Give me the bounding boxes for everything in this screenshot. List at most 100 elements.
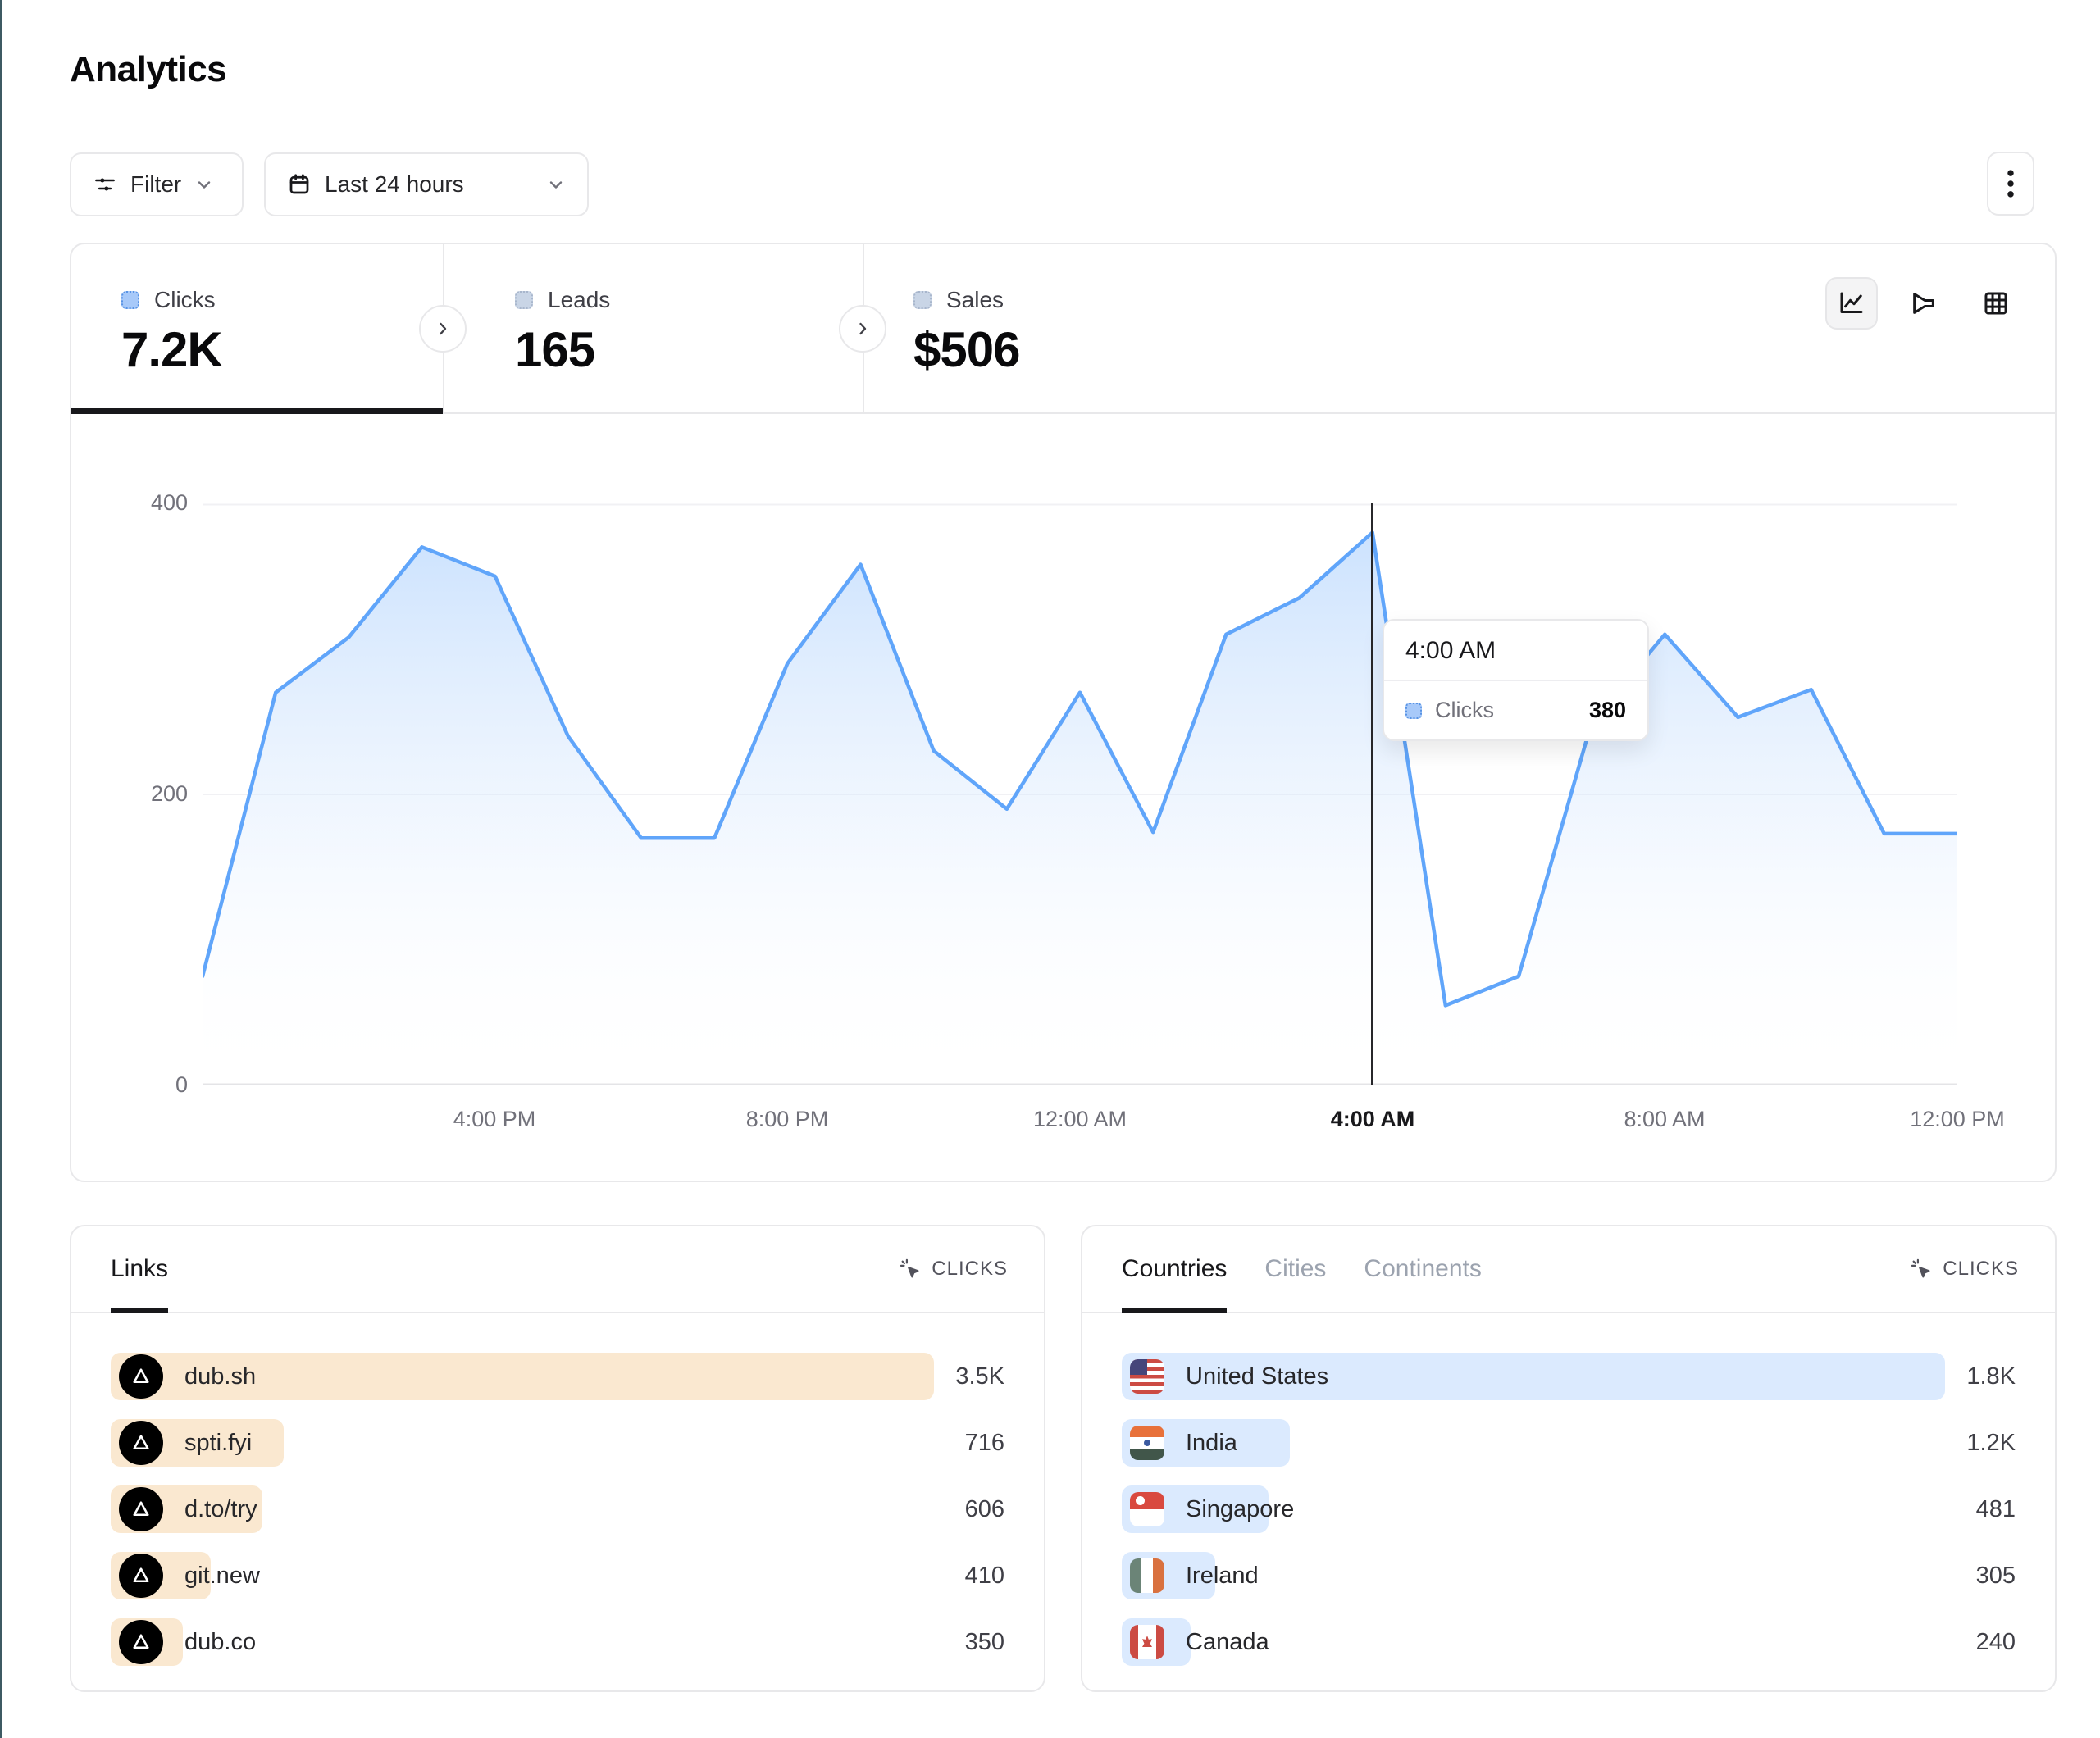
clicks-area-chart[interactable] [203, 503, 1957, 1085]
country-bar [1122, 1353, 1945, 1400]
chart-crosshair [1371, 503, 1374, 1085]
country-clicks-value: 240 [1975, 1629, 2016, 1655]
more-menu-button[interactable] [1987, 152, 2034, 216]
link-favicon [119, 1421, 163, 1465]
link-favicon [119, 1554, 163, 1598]
chevron-right-icon [440, 322, 447, 335]
tab-sales[interactable]: Sales $506 [863, 244, 1437, 414]
line-chart-icon [1840, 292, 1863, 313]
country-row[interactable]: Ireland 305 [1122, 1552, 2016, 1599]
link-row[interactable]: git.new 410 [111, 1552, 1004, 1599]
country-clicks-value: 1.2K [1966, 1430, 2016, 1456]
chevron-down-icon [194, 175, 214, 194]
country-row[interactable]: United States 1.8K [1122, 1353, 2016, 1400]
link-clicks-value: 410 [964, 1563, 1004, 1589]
sales-tab-value: $506 [913, 322, 1020, 377]
link-row[interactable]: spti.fyi 716 [111, 1419, 1004, 1467]
analytics-card: Clicks 7.2K Leads 165 Sales $506 [70, 243, 2057, 1182]
chevron-down-icon [546, 175, 566, 194]
table-grid-icon [1984, 292, 2007, 315]
cursor-click-icon [1911, 1258, 1930, 1278]
cities-tab-label: Cities [1264, 1255, 1327, 1282]
filter-sliders-icon [93, 172, 117, 197]
link-clicks-value: 3.5K [955, 1363, 1004, 1390]
countries-list: United States 1.8K India 1.2K Singapore … [1122, 1353, 2016, 1685]
sales-tab-label: Sales [946, 287, 1004, 312]
tab-continents[interactable]: Continents [1364, 1226, 1481, 1312]
tab-clicks[interactable]: Clicks 7.2K [71, 244, 443, 414]
funnel-view-button[interactable] [1897, 277, 1950, 330]
tooltip-series-label: Clicks [1435, 698, 1494, 722]
canada-flag-icon [1130, 1625, 1164, 1659]
country-label: India [1186, 1429, 1237, 1456]
countries-metric-label: CLICKS [1943, 1258, 2019, 1280]
link-bar [111, 1353, 934, 1400]
chart-canvas [203, 503, 1957, 1085]
link-favicon [119, 1620, 163, 1664]
link-favicon [119, 1354, 163, 1399]
sales-legend-swatch [913, 291, 932, 309]
tab-cities[interactable]: Cities [1264, 1226, 1326, 1312]
link-label: git.new [184, 1562, 260, 1589]
india-flag-icon [1130, 1426, 1164, 1460]
country-row[interactable]: Singapore 481 [1122, 1485, 2016, 1533]
line-chart-view-button[interactable] [1825, 277, 1878, 330]
leads-tab-value: 165 [515, 322, 595, 377]
link-row[interactable]: dub.co 350 [111, 1618, 1004, 1666]
links-panel: Links CLICKS dub.sh 3.5K [70, 1225, 1045, 1692]
clicks-tab-label: Clicks [154, 287, 216, 312]
country-row[interactable]: India 1.2K [1122, 1419, 2016, 1467]
clicks-tab-value: 7.2K [121, 322, 223, 377]
x-axis-tick: 12:00 AM [1032, 1107, 1127, 1131]
expand-sales-button[interactable] [839, 305, 886, 353]
tooltip-legend-swatch [1405, 702, 1422, 719]
date-range-label: Last 24 hours [325, 171, 464, 197]
window-edge-accent [0, 0, 2, 1738]
country-label: Singapore [1186, 1495, 1295, 1522]
countries-panel: Countries Cities Continents CLICKS [1081, 1225, 2057, 1692]
country-clicks-value: 305 [1975, 1563, 2016, 1589]
y-axis-tick: 400 [150, 490, 188, 515]
country-clicks-value: 481 [1975, 1496, 2016, 1522]
link-label: dub.sh [184, 1363, 257, 1390]
tooltip-time: 4:00 AM [1384, 621, 1647, 681]
filter-button[interactable]: Filter [70, 152, 244, 216]
x-axis-tick: 4:00 AM [1330, 1107, 1415, 1131]
y-axis-tick: 200 [150, 781, 188, 806]
chevron-right-icon [859, 322, 867, 335]
link-row[interactable]: dub.sh 3.5K [111, 1353, 1004, 1400]
countries-tab-label: Countries [1122, 1255, 1228, 1282]
countries-panel-header: Countries Cities Continents CLICKS [1082, 1226, 2055, 1313]
x-axis-tick: 8:00 AM [1624, 1107, 1706, 1131]
dub-logo-icon [133, 1368, 149, 1384]
links-list: dub.sh 3.5K spti.fyi 716 d.to/try 606 [111, 1353, 1004, 1685]
filter-button-label: Filter [130, 171, 182, 197]
tab-links[interactable]: Links [111, 1226, 169, 1313]
clicks-legend-swatch [121, 291, 139, 309]
link-row[interactable]: d.to/try 606 [111, 1485, 1004, 1533]
page-title: Analytics [70, 49, 227, 89]
expand-leads-button[interactable] [419, 305, 467, 353]
chart-tooltip: 4:00 AM Clicks 380 [1383, 619, 1649, 741]
x-axis-tick: 8:00 PM [745, 1107, 829, 1131]
active-tab-underline [71, 408, 443, 414]
links-metric-label: CLICKS [932, 1258, 1008, 1280]
chart-area-fill [203, 532, 1957, 1085]
x-axis-tick: 12:00 PM [1910, 1107, 2005, 1131]
countries-metric-selector[interactable]: CLICKS [1910, 1258, 2019, 1281]
tab-leads[interactable]: Leads 165 [443, 244, 863, 414]
ireland-flag-icon [1130, 1558, 1164, 1593]
chart-view-switcher [1825, 277, 2022, 330]
links-metric-selector[interactable]: CLICKS [899, 1258, 1008, 1281]
link-label: d.to/try [184, 1495, 257, 1522]
dub-logo-icon [133, 1501, 149, 1517]
country-row[interactable]: Canada 240 [1122, 1618, 2016, 1666]
country-label: United States [1186, 1363, 1329, 1390]
link-label: dub.co [184, 1628, 257, 1655]
country-label: Ireland [1186, 1562, 1259, 1589]
date-range-button[interactable]: Last 24 hours [264, 152, 589, 216]
table-view-button[interactable] [1970, 277, 2022, 330]
links-tab-label: Links [111, 1255, 169, 1282]
tab-countries[interactable]: Countries [1122, 1226, 1228, 1313]
